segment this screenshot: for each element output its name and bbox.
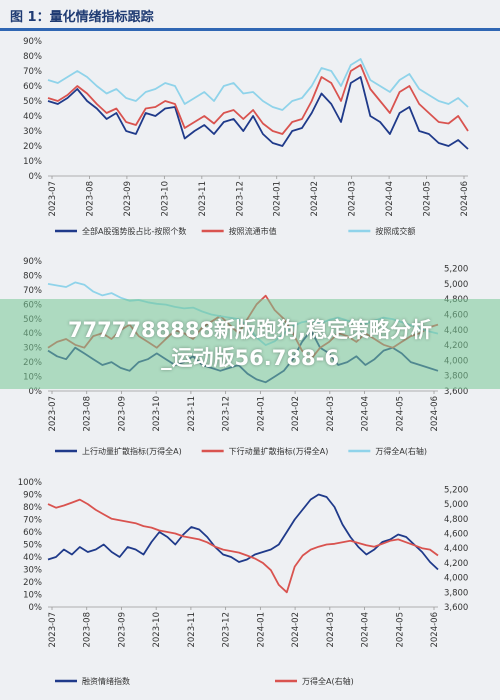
legend-label: 下行动量扩散指标(万得全A) (229, 446, 329, 456)
x-tick-label: 2023-11 (187, 612, 197, 648)
x-tick-label: 2024-02 (291, 396, 301, 432)
x-tick-label: 2024-01 (256, 396, 266, 432)
y-tick-label: 40% (23, 112, 42, 122)
legend-label: 融资情绪指数 (82, 676, 130, 686)
x-tick-label: 2023-12 (222, 612, 232, 648)
watermark-line-2: _运动版56.788-6 (161, 346, 339, 370)
y-tick-label: 0% (29, 387, 43, 397)
x-tick-label: 2023-12 (235, 181, 245, 217)
y-tick-label: 50% (23, 541, 42, 551)
y-tick-label: 20% (23, 578, 42, 588)
x-tick-label: 2024-04 (361, 612, 371, 648)
x-tick-label: 2024-03 (326, 396, 336, 432)
y-tick-label: 80% (23, 271, 42, 281)
y-tick-label: 80% (23, 52, 42, 62)
y-tick-label: 0% (29, 603, 43, 613)
x-tick-label: 2023-10 (152, 612, 162, 648)
x-tick-label: 2023-07 (48, 181, 58, 217)
series-line-1 (47, 493, 439, 571)
x-tick-label: 2024-01 (256, 612, 266, 648)
watermark-text: 7777788888新版跑狗,稳定策略分析 _运动版56.788-6 (0, 316, 500, 372)
legend-label: 按照成交额 (375, 226, 415, 236)
chart-panel-1: 0% 10% 20% 30% 40% 50% 60% 70% 80% 90% 2023-07 2023… (0, 31, 500, 251)
y-tick-label: 70% (23, 516, 42, 526)
y-tick-label: 90% (23, 257, 42, 267)
x-tick-label: 2024-05 (423, 181, 433, 217)
x-tick-label: 2023-08 (83, 612, 93, 648)
y-tick-label: 10% (23, 591, 42, 601)
x-tick-label: 2024-02 (310, 181, 320, 217)
x-tick-label: 2023-07 (48, 396, 58, 432)
y-tick-label: 90% (23, 491, 42, 501)
chart-panel-3: 0% 10% 20% 30% 40% 50% 60% 70% 80% 90% 100% 3,600 3,… (0, 470, 500, 696)
y-tick-label: 70% (23, 67, 42, 77)
y-tick-label: 40% (23, 553, 42, 563)
x-tick-label: 2023-11 (187, 396, 197, 432)
y-tick-label: 0% (29, 172, 43, 182)
figure-header: 图 1：量化情绪指标跟踪 (0, 0, 500, 28)
y-tick-label: 10% (23, 157, 42, 167)
x-tick-label: 2024-06 (430, 396, 440, 432)
chart-1-svg: 0% 10% 20% 30% 40% 50% 60% 70% 80% 90% 2023-07 2023… (23, 37, 470, 236)
x-tick-label: 2023-09 (117, 612, 127, 648)
chart-3-svg: 0% 10% 20% 30% 40% 50% 60% 70% 80% 90% 100% 3,600 3,… (18, 478, 469, 686)
series-line-3 (47, 58, 469, 111)
legend-label: 万得全A(右轴) (302, 676, 354, 686)
x-tick-label: 2023-08 (83, 396, 93, 432)
y-tick-label: 30% (23, 127, 42, 137)
y-tick-label: 100% (18, 478, 42, 488)
x-tick-label: 2024-04 (361, 396, 371, 432)
x-tick-label: 2023-09 (123, 181, 133, 217)
x-tick-label: 2024-03 (326, 612, 336, 648)
x-tick-label: 2023-12 (222, 396, 232, 432)
watermark-line-1: 7777788888新版跑狗,稳定策略分析 (67, 318, 433, 342)
legend-label: 上行动量扩散指标(万得全A) (82, 446, 182, 456)
x-tick-label: 2024-02 (291, 612, 301, 648)
y-tick-label: 60% (23, 82, 42, 92)
y2-tick-label: 3,600 (444, 603, 468, 613)
x-tick-label: 2023-10 (160, 181, 170, 217)
y2-tick-label: 4,200 (444, 559, 468, 569)
y2-tick-label: 5,000 (444, 500, 468, 510)
y-tick-label: 90% (23, 37, 42, 47)
legend-label: 按照流通市值 (229, 226, 277, 236)
y2-tick-label: 3,800 (444, 588, 468, 598)
x-tick-label: 2023-08 (85, 181, 95, 217)
y-tick-label: 30% (23, 566, 42, 576)
watermark-banner (0, 299, 500, 389)
y-tick-label: 50% (23, 97, 42, 107)
y-tick-label: 60% (23, 528, 42, 538)
x-tick-label: 2023-11 (198, 181, 208, 217)
y2-tick-label: 5,000 (444, 280, 468, 290)
x-tick-label: 2024-04 (385, 181, 395, 217)
x-tick-label: 2024-06 (460, 181, 470, 217)
series-line-2 (47, 498, 439, 594)
x-tick-label: 2024-01 (273, 181, 283, 217)
y-tick-label: 80% (23, 503, 42, 513)
series-line-2 (47, 64, 469, 135)
x-tick-label: 2023-09 (117, 396, 127, 432)
x-tick-label: 2024-05 (395, 396, 405, 432)
x-tick-label: 2024-03 (348, 181, 358, 217)
y-tick-label: 70% (23, 286, 42, 296)
series-line-1 (47, 76, 469, 150)
y-tick-label: 20% (23, 142, 42, 152)
x-tick-label: 2024-05 (395, 612, 405, 648)
figure-title: 图 1：量化情绪指标跟踪 (10, 10, 154, 25)
y2-tick-label: 5,200 (444, 265, 468, 275)
y2-tick-label: 5,200 (444, 485, 468, 495)
x-tick-label: 2023-10 (152, 396, 162, 432)
y2-tick-label: 3,600 (444, 387, 468, 397)
y2-tick-label: 4,000 (444, 574, 468, 584)
y2-tick-label: 4,600 (444, 529, 468, 539)
legend-label: 全部A股强势股占比-按照个数 (82, 226, 186, 236)
legend-label: 万得全A(右轴) (375, 446, 427, 456)
y2-tick-label: 4,400 (444, 544, 468, 554)
x-tick-label: 2024-06 (430, 612, 440, 648)
y2-tick-label: 4,800 (444, 515, 468, 525)
x-tick-label: 2023-07 (48, 612, 58, 648)
header-rule (0, 28, 500, 31)
